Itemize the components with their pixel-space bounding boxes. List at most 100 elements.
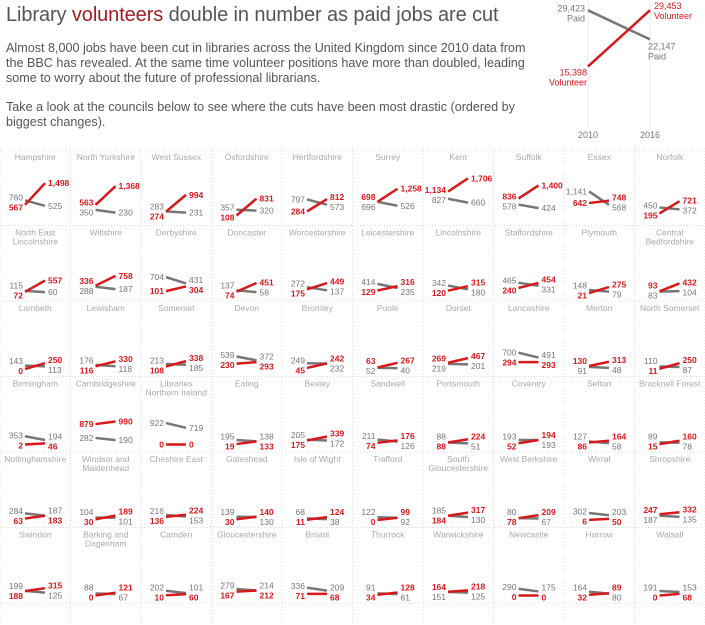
volunteer-2010-label: 0 <box>89 593 94 603</box>
paid-2016-label: 194 <box>48 432 62 442</box>
summary-paid-2010-label: Paid <box>567 13 585 23</box>
instruction-paragraph: Take a look at the councils below to see… <box>6 100 515 129</box>
council-name-line: Poole <box>377 303 399 313</box>
paid-2010-label: 151 <box>432 592 446 602</box>
council-name: Thurrock <box>371 530 405 540</box>
volunteer-2010-label: 698 <box>361 192 375 202</box>
council-small-multiples: Hampshire 760 525 567 1,498 North Yorkshire 35… <box>0 148 705 625</box>
council-name: Warwickshire <box>433 530 483 540</box>
council-name: Poole <box>377 303 399 313</box>
council-name: Norfolk <box>656 152 684 162</box>
paid-2016-label: 230 <box>119 208 133 218</box>
council-name: Shropshire <box>649 454 690 464</box>
volunteer-line <box>659 361 680 370</box>
volunteer-2010-label: 130 <box>573 356 587 366</box>
paid-2016-label: 135 <box>683 515 697 525</box>
paid-2010-label: 283 <box>150 202 164 212</box>
council-name: Hampshire <box>15 152 56 162</box>
council-name: Newcastle <box>509 530 548 540</box>
paid-2010-label: 1,141 <box>566 186 588 196</box>
page-title: Library volunteers double in number as p… <box>6 4 499 27</box>
council-cell: Bracknell Forest 89 78 15 160 <box>639 379 701 452</box>
council-name-line: Lincolnshire <box>436 228 482 238</box>
council-name: North East Lincolnshire <box>13 228 59 247</box>
council-name-line: North Yorkshire <box>77 152 135 162</box>
paid-2010-label: 185 <box>432 506 446 516</box>
paid-2016-label: 320 <box>260 206 274 216</box>
council-cell: Lincolnshire 342 180 120 315 <box>432 228 486 299</box>
volunteer-2010-label: 274 <box>150 212 164 222</box>
council-name-line: Hertfordshire <box>293 152 342 162</box>
council-name-line: Staffordshire <box>505 228 553 238</box>
volunteer-line <box>447 356 469 364</box>
paid-2016-label: 137 <box>330 287 344 297</box>
paid-line <box>588 511 610 517</box>
volunteer-2016-label: 467 <box>471 351 485 361</box>
paid-2016-label: 424 <box>542 203 556 213</box>
council-name-line: Plymouth <box>582 228 618 238</box>
volunteer-2010-label: 11 <box>296 517 305 527</box>
volunteer-2010-label: 63 <box>14 516 24 526</box>
council-cell: Camden 202 101 10 60 <box>150 530 204 603</box>
volunteer-2016-label: 250 <box>683 355 697 365</box>
volunteer-line <box>377 361 398 369</box>
paid-2010-label: 143 <box>9 356 23 366</box>
volunteer-line <box>377 439 398 445</box>
council-name-line: North East <box>15 228 56 238</box>
council-cell: North East Lincolnshire 115 60 72 557 <box>9 228 62 301</box>
volunteer-2010-label: 15 <box>648 442 658 452</box>
council-name-line: Wirral <box>588 454 610 464</box>
paid-2010-label: 350 <box>79 207 93 217</box>
paid-2010-label: 797 <box>291 194 305 204</box>
paid-2010-label: 353 <box>9 430 23 440</box>
council-cell: Warwickshire 151 125 164 218 <box>432 530 486 602</box>
volunteer-line <box>95 360 116 368</box>
council-cell: Portsmouth 88 51 88 224 <box>437 379 486 452</box>
volunteer-2016-label: 275 <box>612 279 626 289</box>
volunteer-2010-label: 93 <box>648 281 658 291</box>
paid-2010-label: 199 <box>9 581 23 591</box>
council-name: Camden <box>160 530 192 540</box>
volunteer-line <box>235 281 258 293</box>
volunteer-line <box>165 513 187 519</box>
council-name: Bracknell Forest <box>639 379 701 389</box>
council-cell: Cambridgeshire 282 190 879 990 <box>76 379 136 446</box>
paid-2010-label: 202 <box>150 583 164 593</box>
volunteer-2016-label: 454 <box>542 274 556 284</box>
paid-line <box>659 514 680 519</box>
paid-2016-label: 104 <box>683 287 697 297</box>
volunteer-2016-label: 721 <box>683 195 697 205</box>
paid-2016-label: 372 <box>683 205 697 215</box>
volunteer-2016-label: 0 <box>189 440 194 450</box>
paid-2016-label: 125 <box>48 590 62 600</box>
volunteer-line <box>377 591 398 596</box>
council-cell: Nottinghamshire 284 187 63 183 <box>4 454 66 526</box>
council-name: Lambeth <box>19 303 52 313</box>
paid-2010-label: 827 <box>432 195 446 205</box>
volunteer-2016-label: 332 <box>683 505 697 515</box>
council-name-line: Derbyshire <box>156 228 197 238</box>
council-name: Doncaster <box>227 228 266 238</box>
paid-2016-label: 660 <box>471 198 485 208</box>
paid-line <box>306 198 328 206</box>
paid-2010-label: 539 <box>220 350 234 360</box>
council-name: Derbyshire <box>156 228 197 238</box>
paid-2010-label: 187 <box>643 515 657 525</box>
paid-line <box>165 210 187 214</box>
council-name: Ealing <box>235 379 259 389</box>
volunteer-2010-label: 2 <box>18 440 23 450</box>
council-name: Windsor and Maidenhead <box>82 454 130 473</box>
council-name: Lincolnshire <box>436 228 482 238</box>
council-name: Harrow <box>586 530 614 540</box>
summary-paid-2016-value: 22,147 <box>648 41 676 51</box>
council-name: Merton <box>586 303 613 313</box>
volunteer-line <box>24 279 46 293</box>
volunteer-2016-label: 1,400 <box>542 180 564 190</box>
volunteer-2016-label: 339 <box>330 429 344 439</box>
council-name-line: Lancashire <box>508 303 550 313</box>
volunteer-2010-label: 0 <box>371 517 376 527</box>
paid-2016-label: 525 <box>48 201 62 211</box>
volunteer-2016-label: 812 <box>330 192 344 202</box>
paid-2010-label: 91 <box>366 583 376 593</box>
volunteer-2016-label: 994 <box>189 190 203 200</box>
